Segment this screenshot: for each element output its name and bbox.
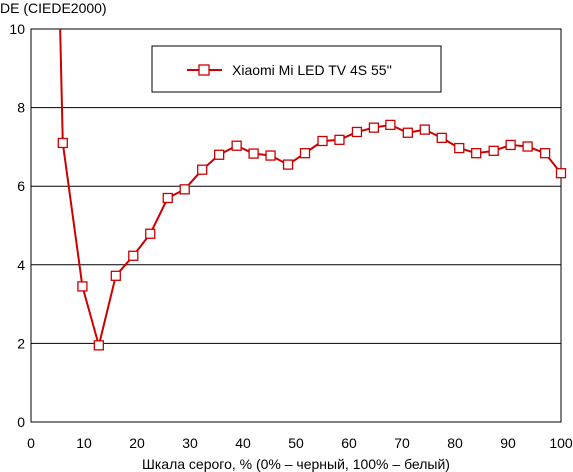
data-point: [317, 135, 328, 147]
x-tick-label: 100: [549, 435, 573, 451]
x-tick-label: 80: [447, 435, 463, 451]
data-point: [334, 134, 345, 145]
data-point: [145, 228, 156, 239]
x-tick-label: 40: [235, 435, 251, 451]
y-axis-label: DE (CIEDE2000): [0, 0, 107, 16]
x-tick-label: 0: [27, 435, 35, 451]
x-axis-ticks: 0 10 20 30 40 50 60 70 80 90 100: [27, 435, 573, 451]
data-point: [505, 139, 516, 151]
x-tick-label: 20: [129, 435, 145, 451]
data-point: [197, 164, 208, 175]
data-point: [522, 141, 533, 152]
y-tick-label: 10: [9, 21, 25, 37]
x-axis-label: Шкала серого, % (0% – черный, 100% – бел…: [142, 456, 450, 472]
x-tick-label: 50: [288, 435, 304, 451]
data-point: [231, 140, 242, 151]
data-point: [368, 122, 380, 133]
data-point: [162, 192, 173, 204]
data-point: [213, 149, 225, 160]
y-axis-ticks: 0 2 4 6 8 10: [9, 21, 25, 430]
legend: Xiaomi Mi LED TV 4S 55'': [151, 45, 442, 93]
data-point: [385, 119, 396, 131]
data-point: [454, 142, 465, 154]
x-tick-label: 10: [76, 435, 92, 451]
x-tick-label: 60: [341, 435, 357, 451]
data-point: [128, 250, 139, 261]
data-point: [299, 148, 311, 159]
y-tick-label: 8: [17, 100, 25, 116]
x-tick-label: 70: [394, 435, 410, 451]
data-point: [351, 126, 363, 138]
x-tick-label: 90: [500, 435, 516, 451]
data-point: [419, 124, 430, 135]
data-point: [93, 340, 104, 351]
data-point: [110, 270, 121, 281]
series-layer: [57, 28, 567, 351]
legend-marker-sample: [198, 64, 210, 76]
y-tick-label: 0: [17, 414, 25, 430]
data-point: [248, 148, 259, 159]
data-point: [282, 159, 294, 170]
data-point: [539, 148, 551, 159]
data-point: [402, 127, 413, 138]
data-point: [471, 148, 482, 159]
legend-box: [151, 45, 442, 93]
x-tick-label: 30: [182, 435, 198, 451]
plot-frame: [30, 28, 562, 423]
data-point: [57, 137, 68, 149]
data-point: [77, 281, 88, 292]
y-tick-label: 2: [17, 335, 25, 351]
grid-lines: [31, 107, 561, 344]
data-point: [436, 132, 447, 144]
data-point: [179, 184, 190, 195]
y-tick-label: 4: [17, 257, 25, 273]
data-point: [488, 145, 499, 156]
data-point: [555, 168, 567, 179]
legend-label: Xiaomi Mi LED TV 4S 55'': [232, 62, 392, 78]
y-tick-label: 6: [17, 178, 25, 194]
data-point: [265, 150, 276, 161]
